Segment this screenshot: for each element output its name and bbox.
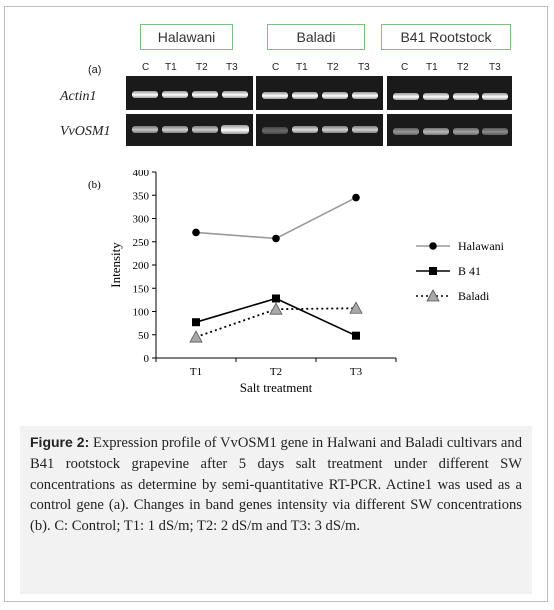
data-point — [272, 294, 280, 303]
gel-image-actin1-b41 — [387, 76, 512, 110]
lane-label: T2 — [196, 62, 208, 73]
data-point — [352, 331, 360, 340]
y-tick-label: 100 — [133, 307, 150, 319]
lane-label: C — [142, 62, 150, 73]
lane-label: T3 — [489, 62, 501, 73]
y-tick-label: 250 — [133, 237, 150, 249]
lane-label: T2 — [457, 62, 469, 73]
y-tick-label: 50 — [138, 330, 150, 342]
lane-label: T1 — [165, 62, 177, 73]
row-label-vvosm1: VvOSM1 — [60, 124, 111, 139]
gel-image-vvosm1-baladi — [256, 114, 383, 146]
series-halawani — [192, 193, 360, 243]
data-point — [349, 301, 363, 314]
data-point — [189, 330, 203, 343]
legend-label: Halawani — [458, 239, 505, 253]
data-point — [269, 302, 283, 315]
y-tick-label: 350 — [133, 190, 150, 202]
y-axis-label: Intensity — [108, 242, 123, 288]
legend-entry: Baladi — [416, 289, 490, 303]
data-point — [352, 193, 360, 202]
y-axis: 0 50 100 150 200 250 300 350 400 — [133, 170, 157, 365]
legend-label: Baladi — [458, 289, 490, 303]
legend: Halawani B 41 Baladi — [416, 239, 505, 303]
series-layer — [189, 193, 363, 343]
y-tick-label: 400 — [133, 170, 150, 179]
data-point — [272, 234, 280, 243]
lane-label: C — [401, 62, 409, 73]
legend-marker — [429, 242, 437, 250]
lane-label: T1 — [426, 62, 438, 73]
figure-caption: Figure 2: Expression profile of VvOSM1 g… — [20, 426, 532, 594]
line-chart: (b) 0 50 100 150 200 250 300 350 400 T1 T2 T3 Hala… — [88, 170, 505, 395]
gel-image-actin1-halawani — [126, 76, 253, 110]
data-point — [192, 228, 200, 237]
gel-image-vvosm1-halawani — [126, 114, 253, 146]
x-tick-label: T2 — [270, 366, 282, 378]
y-tick-label: 150 — [133, 283, 150, 295]
legend-entry: B 41 — [416, 264, 481, 278]
gel-image-vvosm1-b41 — [387, 114, 512, 146]
series-b-41 — [192, 294, 360, 340]
y-tick-label: 200 — [133, 260, 150, 272]
x-tick-label: T3 — [350, 366, 363, 378]
panel-label-b: (b) — [88, 179, 101, 191]
group-header-baladi: Baladi — [267, 24, 365, 50]
x-axis-label: Salt treatment — [240, 380, 313, 395]
y-tick-label: 300 — [133, 214, 150, 226]
y-tick-label: 0 — [144, 353, 150, 365]
lane-label: T1 — [296, 62, 308, 73]
gel-image-actin1-baladi — [256, 76, 383, 110]
x-tick-label: T1 — [190, 366, 202, 378]
legend-marker — [426, 289, 440, 302]
caption-text: Expression profile of VvOSM1 gene in Hal… — [30, 435, 522, 535]
caption-label: Figure 2: — [30, 434, 90, 450]
lane-label: T3 — [358, 62, 370, 73]
data-point — [192, 318, 200, 327]
lane-label: T3 — [226, 62, 238, 73]
group-header-b41: B41 Rootstock — [381, 24, 511, 50]
group-header-halawani: Halawani — [140, 24, 233, 50]
lane-label: T2 — [327, 62, 339, 73]
lane-label: C — [272, 62, 280, 73]
legend-marker — [429, 267, 437, 275]
figure-frame — [4, 6, 548, 602]
row-label-actin1: Actin1 — [60, 89, 97, 104]
legend-label: B 41 — [458, 264, 481, 278]
legend-entry: Halawani — [416, 239, 505, 253]
series-line — [195, 196, 357, 240]
panel-label-a: (a) — [88, 64, 102, 76]
x-axis: T1 T2 T3 — [155, 357, 397, 378]
series-baladi — [189, 301, 363, 343]
